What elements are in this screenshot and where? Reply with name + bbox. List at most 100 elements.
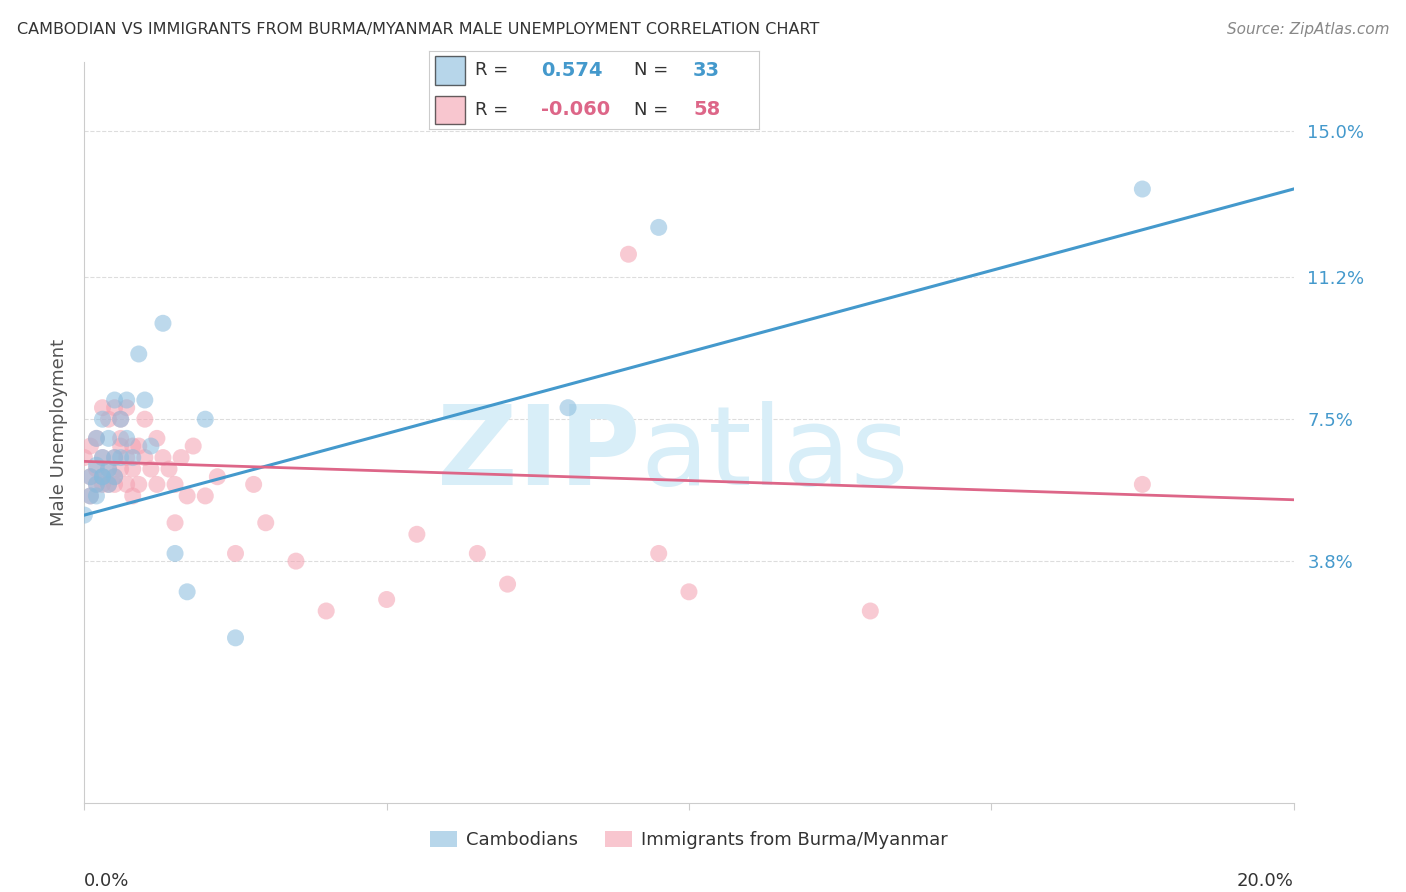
Point bbox=[165, 546, 187, 560]
Point bbox=[139, 439, 162, 453]
Point bbox=[115, 450, 138, 465]
Point bbox=[104, 401, 127, 415]
Text: -0.060: -0.060 bbox=[541, 100, 610, 120]
Point bbox=[91, 469, 114, 483]
Point bbox=[79, 439, 101, 453]
Point bbox=[146, 431, 169, 445]
Text: 58: 58 bbox=[693, 100, 720, 120]
Point bbox=[1130, 477, 1153, 491]
Point bbox=[104, 469, 127, 483]
Point bbox=[134, 392, 156, 407]
Point bbox=[110, 439, 132, 453]
Text: R =: R = bbox=[475, 101, 509, 119]
Point bbox=[91, 477, 114, 491]
Point bbox=[128, 477, 150, 491]
Point bbox=[97, 462, 120, 476]
Point bbox=[91, 450, 114, 465]
Point bbox=[678, 584, 700, 599]
Point bbox=[86, 477, 108, 491]
Point bbox=[91, 401, 114, 415]
Point bbox=[115, 431, 138, 445]
Point bbox=[181, 439, 204, 453]
Point bbox=[86, 431, 108, 445]
Point bbox=[194, 489, 217, 503]
Point bbox=[91, 450, 114, 465]
Point bbox=[134, 450, 156, 465]
FancyBboxPatch shape bbox=[436, 95, 465, 124]
Y-axis label: Male Unemployment: Male Unemployment bbox=[49, 339, 67, 526]
Point bbox=[115, 477, 138, 491]
Point bbox=[128, 347, 150, 361]
Point bbox=[97, 477, 120, 491]
Text: atlas: atlas bbox=[641, 401, 910, 508]
Point bbox=[242, 477, 264, 491]
Point bbox=[121, 489, 143, 503]
Point bbox=[134, 412, 156, 426]
Point bbox=[79, 469, 101, 483]
Point bbox=[285, 554, 308, 568]
Text: 33: 33 bbox=[693, 61, 720, 80]
Point bbox=[110, 412, 132, 426]
Point bbox=[91, 412, 114, 426]
Point bbox=[115, 401, 138, 415]
Text: N =: N = bbox=[634, 101, 668, 119]
Point bbox=[115, 392, 138, 407]
Text: ZIP: ZIP bbox=[437, 401, 641, 508]
Point bbox=[110, 450, 132, 465]
Point bbox=[128, 439, 150, 453]
Point bbox=[375, 592, 398, 607]
Point bbox=[176, 584, 198, 599]
Point bbox=[165, 516, 187, 530]
Point bbox=[859, 604, 882, 618]
Text: 0.574: 0.574 bbox=[541, 61, 603, 80]
Point bbox=[225, 546, 247, 560]
Point bbox=[557, 401, 579, 415]
Point bbox=[79, 469, 101, 483]
Point bbox=[73, 450, 96, 465]
Point bbox=[91, 469, 114, 483]
Point bbox=[121, 439, 143, 453]
Point bbox=[617, 247, 640, 261]
Point bbox=[104, 477, 127, 491]
Point bbox=[91, 469, 114, 483]
Point bbox=[73, 508, 96, 522]
Text: 20.0%: 20.0% bbox=[1237, 871, 1294, 890]
Point bbox=[104, 450, 127, 465]
Point bbox=[86, 458, 108, 473]
Point bbox=[86, 431, 108, 445]
Point bbox=[110, 431, 132, 445]
Point bbox=[170, 450, 193, 465]
Point bbox=[86, 489, 108, 503]
Point bbox=[79, 489, 101, 503]
Point bbox=[146, 477, 169, 491]
Point bbox=[97, 477, 120, 491]
Point bbox=[97, 412, 120, 426]
Point bbox=[315, 604, 337, 618]
Point bbox=[86, 462, 108, 476]
Point bbox=[110, 412, 132, 426]
Point bbox=[496, 577, 519, 591]
Point bbox=[121, 450, 143, 465]
Point bbox=[467, 546, 489, 560]
Point bbox=[406, 527, 429, 541]
Point bbox=[648, 546, 671, 560]
Point bbox=[225, 631, 247, 645]
Text: N =: N = bbox=[634, 62, 668, 79]
Point bbox=[152, 316, 174, 330]
Point bbox=[104, 469, 127, 483]
Point bbox=[157, 462, 180, 476]
Point bbox=[121, 462, 143, 476]
Legend: Cambodians, Immigrants from Burma/Myanmar: Cambodians, Immigrants from Burma/Myanma… bbox=[423, 824, 955, 856]
Point bbox=[97, 462, 120, 476]
Point bbox=[648, 220, 671, 235]
Point bbox=[139, 462, 162, 476]
Point bbox=[254, 516, 277, 530]
Text: CAMBODIAN VS IMMIGRANTS FROM BURMA/MYANMAR MALE UNEMPLOYMENT CORRELATION CHART: CAMBODIAN VS IMMIGRANTS FROM BURMA/MYANM… bbox=[17, 22, 820, 37]
Point bbox=[86, 477, 108, 491]
Point bbox=[152, 450, 174, 465]
Point bbox=[207, 469, 229, 483]
Point bbox=[97, 431, 120, 445]
Text: 0.0%: 0.0% bbox=[84, 871, 129, 890]
Point bbox=[1130, 182, 1153, 196]
Text: R =: R = bbox=[475, 62, 509, 79]
